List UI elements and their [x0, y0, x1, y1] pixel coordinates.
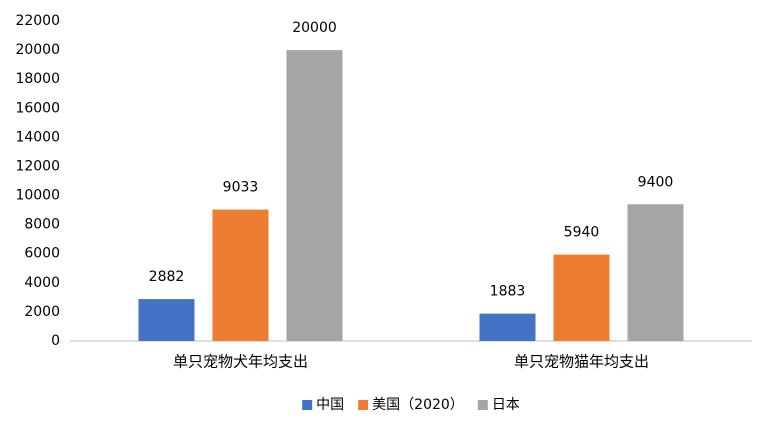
data-label: 9400 [638, 174, 674, 190]
x-tick-label: 单只宠物猫年均支出 [514, 353, 649, 371]
y-tick-label: 22000 [15, 13, 60, 29]
bar [479, 313, 536, 341]
data-label: 1883 [490, 284, 526, 300]
bar [553, 254, 610, 341]
y-tick-label: 20000 [15, 42, 60, 58]
bar [627, 204, 684, 341]
bar [286, 50, 343, 341]
legend-swatch [477, 400, 488, 410]
x-tick-label: 单只宠物犬年均支出 [173, 353, 308, 371]
y-tick-label: 10000 [15, 188, 60, 204]
y-tick-label: 8000 [24, 217, 60, 233]
legend-swatch [302, 400, 313, 410]
y-tick-label: 16000 [15, 100, 60, 116]
data-label: 5940 [564, 225, 600, 241]
legend-label: 美国（2020） [372, 397, 464, 413]
y-tick-label: 18000 [15, 71, 60, 87]
data-label: 20000 [292, 20, 337, 36]
bar [138, 299, 195, 341]
y-tick-label: 4000 [24, 275, 60, 291]
data-label: 2882 [149, 269, 185, 285]
y-tick-label: 6000 [24, 246, 60, 262]
y-tick-label: 2000 [24, 304, 60, 320]
bar [212, 209, 269, 341]
y-tick-label: 14000 [15, 129, 60, 145]
data-label: 9033 [223, 180, 259, 196]
legend-label: 中国 [316, 397, 344, 413]
legend-label: 日本 [492, 397, 520, 413]
legend-swatch [358, 400, 369, 410]
y-tick-label: 12000 [15, 158, 60, 174]
y-tick-label: 0 [51, 333, 60, 349]
